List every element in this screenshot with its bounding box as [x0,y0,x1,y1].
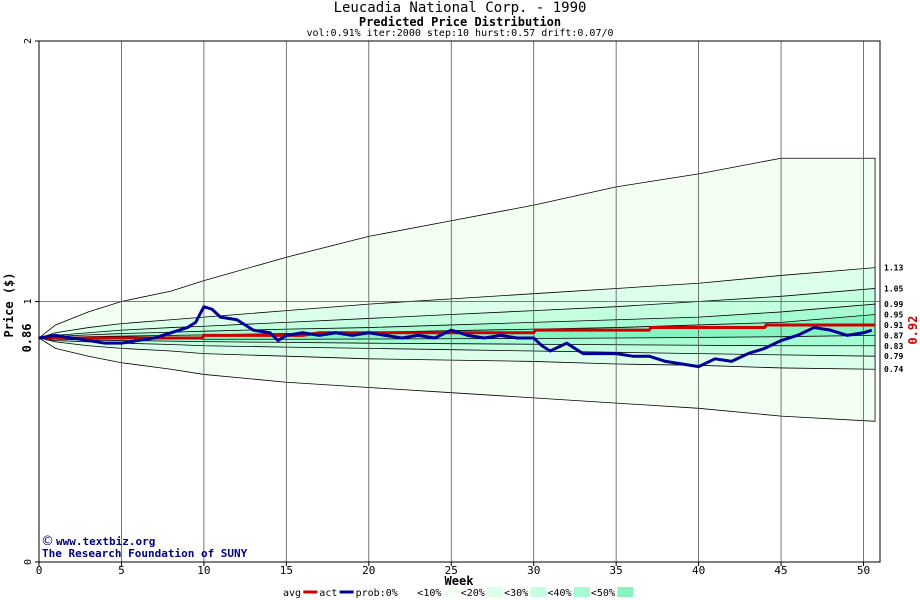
legend-item-label: <40% [548,588,572,599]
legend-swatch-3 [530,587,547,597]
x-tick-label: 5 [118,564,125,577]
chart-subtitle: Predicted Price Distribution [358,15,562,29]
legend-prob-label: prob:0% [356,588,398,599]
x-tick-label: 0 [36,564,43,577]
percentile-label: 0.74 [884,365,903,374]
y-tick-label: 0 [23,559,34,565]
chart-title: Leucadia National Corp. - 1990 [333,0,587,16]
legend-swatch-1 [443,587,460,597]
credit-org: The Research Foundation of SUNY [42,547,248,560]
percentile-label: 0.79 [884,352,903,361]
x-tick-label: 10 [197,564,210,577]
legend-item-label: <20% [461,588,485,599]
x-tick-label: 30 [527,564,540,577]
credits: © www.textbiz.org The Research Foundatio… [41,534,248,560]
percentile-label: 0.95 [884,311,903,320]
y-tick-label: 1 [23,298,34,304]
last-price-label: 0.92 [906,316,920,345]
series-lines [38,305,876,369]
legend-swatch-5 [617,587,634,597]
legend-item-label: <50% [591,588,615,599]
percentile-label: 0.99 [884,300,903,309]
probability-bands [37,157,876,422]
percentile-label: 1.13 [884,264,903,273]
legend-item-label: <10% [417,588,441,599]
chart-parameters: vol:0.91% iter:2000 step:10 hurst:0.57 d… [306,28,614,39]
percentile-label: 0.87 [884,331,903,340]
start-price-label: 0.86 [20,324,34,353]
y-tick-label: 2 [23,38,34,44]
legend-avg-label: avg [283,588,301,599]
percentile-label: 1.05 [884,284,903,293]
percentile-label: 0.91 [884,321,903,330]
x-tick-label: 45 [774,564,787,577]
x-tick-label: 25 [445,564,458,577]
x-tick-label: 50 [857,564,870,577]
legend-swatch-4 [573,587,590,597]
x-axis-label: Week [445,574,475,588]
legend-swatch-0 [400,587,417,597]
grid-lines [39,41,880,562]
y-axis-label: Price ($) [2,272,16,337]
x-tick-label: 15 [280,564,293,577]
x-tick-label: 35 [610,564,623,577]
avg-line [39,323,876,340]
percentile-labels: 1.13 1.05 0.99 0.950.910.87 0.830.79 0.74 [884,264,903,375]
x-tick-label: 20 [362,564,375,577]
act-line [38,305,873,369]
copyright-icon: © [41,534,54,549]
axes: 0 5 10 15 20 25 30 35 40 45 50 0 1 2 [23,38,870,577]
credit-url: www.textbiz.org [56,535,155,548]
percentile-label: 0.83 [884,342,903,351]
legend-item-label: <30% [504,588,528,599]
legend-swatch-2 [487,587,504,597]
legend-act-label: act [319,588,337,599]
x-tick-label: 40 [692,564,705,577]
legend: avg act prob:0% <10% <20% <30% <40% <50% [283,587,634,599]
